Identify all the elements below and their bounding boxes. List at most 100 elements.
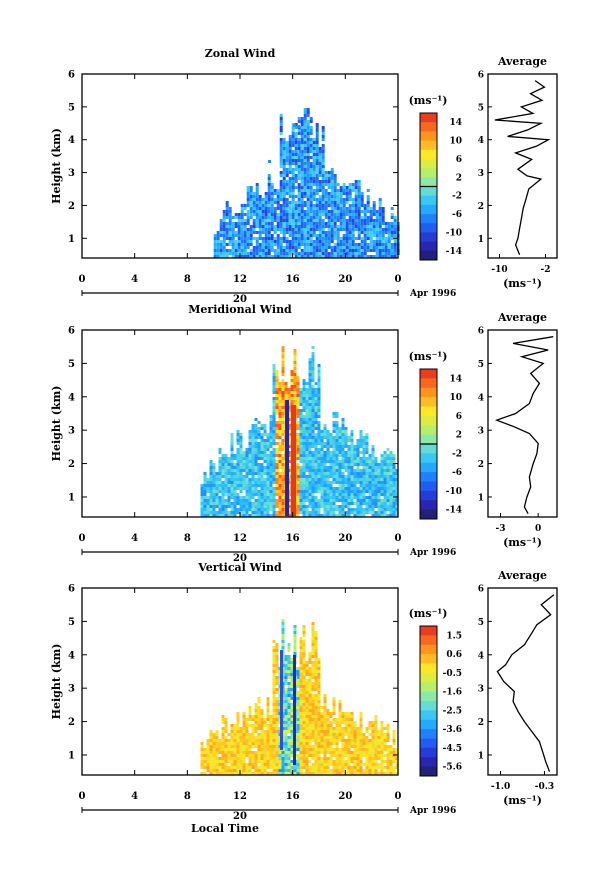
profile-line	[494, 80, 551, 255]
colorbar-swatch	[420, 223, 437, 233]
profile-y-tick-label: 4	[478, 393, 484, 403]
colorbar-swatch	[420, 490, 437, 501]
profile-y-tick-label: 4	[478, 136, 484, 146]
y-tick-label: 2	[68, 201, 75, 212]
profile-title: Average	[497, 55, 547, 68]
profile-x-axis-label: (ms⁻¹)	[503, 794, 542, 807]
colorbar-swatch	[420, 186, 437, 197]
colorbar-swatch	[420, 766, 437, 777]
y-tick-label: 4	[68, 392, 75, 403]
colorbar-swatch	[420, 462, 437, 473]
x-tick-label: 12	[233, 533, 247, 544]
colorbar-swatch	[420, 509, 437, 520]
colorbar-tick-label: -6	[452, 468, 462, 478]
profile-y-tick-label: 1	[478, 751, 484, 761]
x-tick-label: 12	[233, 274, 247, 285]
x-axis-label: Local Time	[191, 822, 259, 835]
profile-x-axis-label: (ms⁻¹)	[503, 536, 542, 549]
profile-x-tick-label: -10	[491, 265, 507, 275]
x-tick-label: 12	[233, 791, 247, 802]
colorbar-swatch	[420, 241, 437, 252]
colorbar-swatch	[420, 710, 437, 721]
colorbar-tick-label: 6	[456, 155, 462, 165]
colorbar-swatch	[420, 729, 437, 739]
colorbar-tick-label: -6	[452, 210, 462, 220]
y-tick-label: 1	[68, 234, 75, 245]
panel-title: Zonal Wind	[205, 47, 276, 60]
profile-line	[496, 594, 555, 772]
panel-title: Meridional Wind	[188, 303, 292, 316]
profile-title: Average	[497, 569, 547, 582]
profile-y-tick-label: 5	[478, 618, 484, 628]
colorbar-swatch	[420, 425, 437, 436]
colorbar-tick-label: -14	[446, 247, 462, 257]
colorbar-swatch	[420, 691, 437, 702]
colorbar-swatch	[420, 415, 437, 426]
colorbar-swatch	[420, 113, 437, 123]
colorbar-tick-label: 10	[449, 137, 462, 147]
month-label: Apr 1996	[409, 289, 456, 299]
colorbar-swatch	[420, 682, 437, 693]
profile-frame	[487, 329, 558, 518]
colorbar-tick-label: 0.6	[446, 650, 462, 660]
colorbar-tick-label: 2	[456, 173, 462, 183]
colorbar-swatch	[420, 158, 437, 169]
y-tick-label: 2	[68, 459, 75, 470]
colorbar-swatch	[420, 387, 437, 398]
colorbar-swatch	[420, 204, 437, 215]
x-tick-label: 0	[79, 274, 86, 285]
x-tick-label: 8	[184, 791, 191, 802]
x-tick-label: 16	[286, 274, 300, 285]
colorbar-swatch	[420, 149, 437, 160]
profile-x-tick-label: -2	[541, 265, 551, 275]
panel-title: Vertical Wind	[197, 561, 282, 574]
day-label: 20	[233, 294, 247, 305]
colorbar-swatch	[420, 626, 437, 636]
profile-y-tick-label: 2	[478, 460, 484, 470]
heatmap-cells	[200, 346, 399, 517]
colorbar-tick-label: 14	[449, 374, 462, 384]
colorbar-swatch	[420, 214, 437, 224]
profile-y-tick-label: 6	[478, 71, 484, 81]
y-tick-label: 4	[68, 650, 75, 661]
heatmap-cells	[200, 619, 399, 775]
day-label: 20	[233, 553, 247, 564]
colorbar-tick-label: -2	[452, 192, 462, 202]
colorbar-unit: (ms⁻¹)	[409, 94, 448, 107]
colorbar-tick-label: -2	[452, 449, 462, 459]
colorbar-swatch	[420, 140, 437, 151]
colorbar-tick-label: -5.6	[443, 763, 462, 773]
x-tick-label: 8	[184, 274, 191, 285]
colorbar-swatch	[420, 434, 437, 445]
day-label: 20	[233, 811, 247, 822]
x-tick-label: 4	[131, 274, 138, 285]
colorbar-swatch	[420, 250, 437, 261]
y-tick-label: 3	[68, 426, 75, 437]
x-tick-label: 16	[286, 533, 300, 544]
y-tick-label: 5	[68, 102, 75, 113]
colorbar-tick-label: 1.5	[446, 631, 462, 641]
profile-y-tick-label: 4	[478, 651, 484, 661]
profile-x-axis-label: (ms⁻¹)	[503, 277, 542, 290]
colorbar-swatch	[420, 177, 437, 187]
heatmap-cells	[213, 108, 400, 258]
colorbar-tick-label: -3.6	[443, 725, 462, 735]
colorbar-swatch	[420, 481, 437, 492]
colorbar-swatch	[420, 757, 437, 768]
x-tick-label: 16	[286, 791, 300, 802]
y-tick-label: 5	[68, 617, 75, 628]
profile-x-tick-label: 0	[535, 524, 541, 534]
profile-y-tick-label: 3	[478, 169, 484, 179]
profile-y-tick-label: 3	[478, 427, 484, 437]
y-tick-label: 3	[68, 684, 75, 695]
colorbar-swatch	[420, 500, 437, 511]
y-tick-label: 1	[68, 492, 75, 503]
colorbar-tick-label: -2.5	[443, 706, 462, 716]
profile-frame	[487, 73, 558, 259]
y-tick-label: 2	[68, 717, 75, 728]
x-tick-label: 20	[338, 274, 352, 285]
colorbar-tick-label: 10	[449, 393, 462, 403]
colorbar-tick-label: 2	[456, 431, 462, 441]
